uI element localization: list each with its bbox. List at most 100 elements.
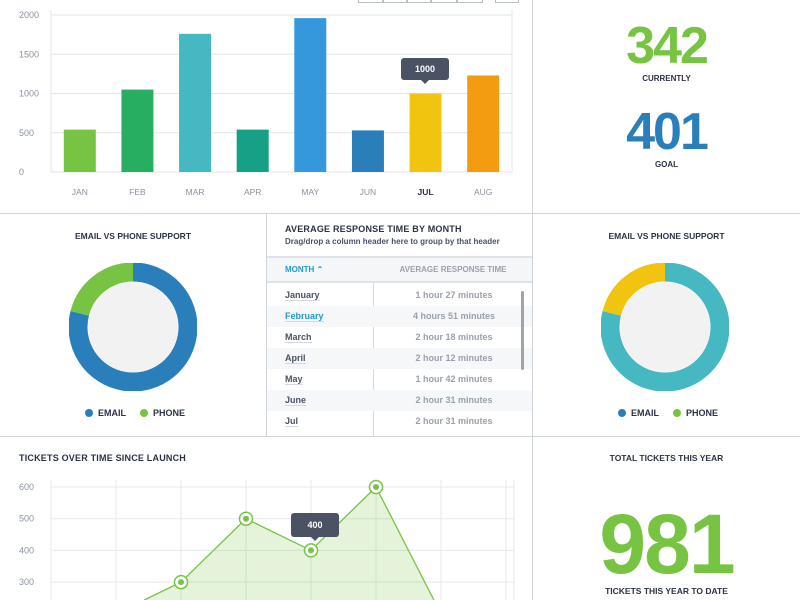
donut-right-title: EMAIL VS PHONE SUPPORT bbox=[608, 231, 725, 241]
bar-may bbox=[294, 18, 327, 172]
table-scrollbar[interactable] bbox=[521, 291, 524, 370]
donut-chart-right bbox=[601, 263, 729, 391]
donut-segment-phone bbox=[602, 263, 666, 317]
bar-jun bbox=[351, 130, 384, 172]
group-hint: Drag/drop a column header here to group … bbox=[285, 237, 500, 246]
x-tick-label: FEB bbox=[129, 187, 146, 197]
donut-chart-left bbox=[69, 263, 197, 391]
x-tick-label: MAY bbox=[301, 187, 319, 197]
range-button[interactable] bbox=[431, 0, 457, 3]
month-link[interactable]: Jul bbox=[285, 416, 299, 427]
area-fill bbox=[144, 487, 434, 600]
donut-left-title: EMAIL VS PHONE SUPPORT bbox=[74, 231, 192, 241]
total-title: TOTAL TICKETS THIS YEAR bbox=[609, 453, 724, 463]
donut-segment-phone bbox=[70, 263, 134, 317]
range-button[interactable] bbox=[407, 0, 431, 3]
current-value: 342 bbox=[626, 17, 709, 75]
table-row[interactable]: Jul 2 hour 31 minutes bbox=[267, 411, 532, 432]
response-time: 2 hour 31 minutes bbox=[415, 416, 493, 426]
line-chart: 300 400 500 600 bbox=[19, 479, 515, 600]
y-tick-label: 300 bbox=[19, 577, 34, 587]
donut-segment-email bbox=[69, 263, 197, 391]
x-tick-label: JUL bbox=[418, 187, 434, 197]
legend-email: EMAIL bbox=[85, 408, 126, 418]
table-row[interactable]: June 2 hour 31 minutes bbox=[267, 390, 532, 411]
email-dot-icon bbox=[618, 409, 626, 417]
month-link[interactable]: February bbox=[285, 311, 324, 322]
data-point-dot bbox=[373, 484, 379, 490]
x-tick-label: APR bbox=[244, 187, 261, 197]
y-tick-label: 500 bbox=[19, 514, 34, 524]
month-link[interactable]: January bbox=[285, 290, 320, 301]
phone-dot-icon bbox=[673, 409, 681, 417]
month-link[interactable]: May bbox=[285, 374, 303, 385]
email-dot-icon bbox=[85, 409, 93, 417]
data-point-dot bbox=[308, 547, 314, 554]
response-time: 4 hours 51 minutes bbox=[412, 311, 496, 321]
y-tick-label: 600 bbox=[19, 482, 34, 492]
divider bbox=[532, 0, 533, 600]
y-tick-label: 400 bbox=[19, 545, 34, 555]
goal-label: GOAL bbox=[654, 160, 679, 169]
table-row[interactable]: February 4 hours 51 minutes bbox=[267, 306, 532, 327]
donut-hole bbox=[88, 282, 178, 372]
phone-dot-icon bbox=[140, 409, 148, 417]
current-label: CURRENTLY bbox=[642, 74, 691, 83]
sort-asc-icon: ⌃ bbox=[316, 265, 324, 274]
bar-aug bbox=[467, 75, 500, 172]
legend-phone: PHONE bbox=[140, 408, 185, 418]
table-row[interactable]: April 2 hour 12 minutes bbox=[267, 348, 532, 369]
response-time: 1 hour 27 minutes bbox=[415, 290, 493, 300]
data-point-dot bbox=[243, 515, 249, 522]
table-row[interactable]: January 1 hour 27 minutes bbox=[267, 285, 532, 306]
donut-left-legend: EMAIL PHONE bbox=[85, 408, 185, 418]
options-button[interactable] bbox=[495, 0, 519, 3]
donut-right-legend: EMAIL PHONE bbox=[618, 408, 718, 418]
bar-jul bbox=[409, 93, 442, 172]
response-time: 2 hour 12 minutes bbox=[415, 353, 493, 363]
divider bbox=[0, 213, 800, 214]
legend-email: EMAIL bbox=[618, 408, 659, 418]
response-time: 2 hour 18 minutes bbox=[415, 332, 493, 342]
y-tick-label: 0 bbox=[19, 167, 24, 177]
response-time: 1 hour 42 minutes bbox=[415, 374, 493, 384]
time-column-header[interactable]: AVERAGE RESPONSE TIME bbox=[399, 265, 507, 274]
table-title: AVERAGE RESPONSE TIME BY MONTH bbox=[285, 224, 462, 234]
table-header bbox=[267, 256, 532, 283]
month-column-header[interactable]: MONTH ⌃ bbox=[285, 265, 324, 274]
goal-value: 401 bbox=[626, 103, 709, 161]
table-row[interactable]: March 2 hour 18 minutes bbox=[267, 327, 532, 348]
donut-hole bbox=[620, 282, 710, 372]
y-tick-label: 2000 bbox=[19, 10, 39, 20]
bar-tooltip: 1000 bbox=[401, 58, 449, 84]
y-tick-label: 500 bbox=[19, 128, 34, 138]
month-link[interactable]: April bbox=[285, 353, 306, 364]
y-tick-label: 1500 bbox=[19, 49, 39, 59]
divider bbox=[0, 436, 800, 437]
bar-jan bbox=[63, 129, 96, 172]
x-tick-label: JUN bbox=[360, 187, 377, 197]
bar-apr bbox=[236, 129, 269, 172]
total-value: 981 bbox=[599, 497, 735, 591]
legend-phone: PHONE bbox=[673, 408, 718, 418]
x-tick-label: JAN bbox=[72, 187, 88, 197]
data-point-dot bbox=[178, 579, 184, 586]
bar-chart: 0 500 1000 1500 2000 JAN FEB MAR APR MAY JUN JUL AUG bbox=[19, 10, 513, 197]
x-tick-label: MAR bbox=[186, 187, 205, 197]
total-label: TICKETS THIS YEAR TO DATE bbox=[605, 586, 728, 596]
range-button[interactable] bbox=[383, 0, 407, 3]
bar-feb bbox=[121, 89, 154, 172]
line-chart-title: TICKETS OVER TIME SINCE LAUNCH bbox=[19, 453, 187, 463]
response-time: 2 hour 31 minutes bbox=[415, 395, 493, 405]
donut-segment-email bbox=[601, 263, 729, 391]
x-tick-label: AUG bbox=[474, 187, 492, 197]
y-tick-label: 1000 bbox=[19, 89, 39, 99]
table-row[interactable]: May 1 hour 42 minutes bbox=[267, 369, 532, 390]
range-button[interactable] bbox=[358, 0, 383, 3]
range-button[interactable] bbox=[457, 0, 483, 3]
month-link[interactable]: June bbox=[285, 395, 307, 406]
divider bbox=[266, 213, 267, 436]
line-tooltip: 400 bbox=[291, 513, 339, 541]
month-link[interactable]: March bbox=[285, 332, 312, 343]
bar-mar bbox=[179, 33, 212, 173]
